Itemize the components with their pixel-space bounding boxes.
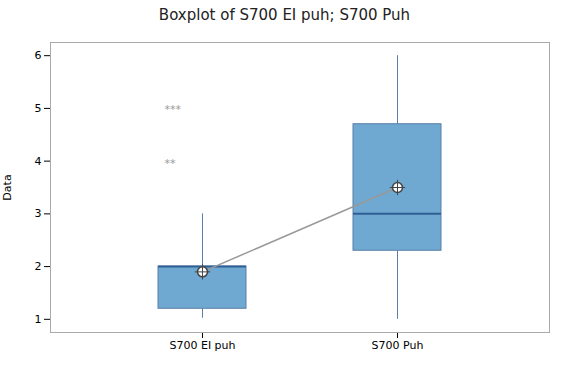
svg-text:S700 EI puh: S700 EI puh [169, 339, 235, 352]
svg-text:5: 5 [35, 102, 42, 115]
svg-text:2: 2 [35, 260, 42, 273]
svg-text:3: 3 [35, 207, 42, 220]
html-text:Boxplot of S700 EI puh; S700 P: Boxplot of S700 EI puh; S700 Puh [158, 6, 411, 24]
svg-text:**: ** [165, 157, 177, 170]
svg-text:Data: Data [1, 174, 14, 200]
svg-text:1: 1 [35, 313, 42, 326]
svg-text:***: *** [165, 103, 182, 116]
svg-text:S700 Puh: S700 Puh [372, 339, 424, 352]
svg-text:4: 4 [35, 155, 42, 168]
svg-text:6: 6 [35, 49, 42, 62]
